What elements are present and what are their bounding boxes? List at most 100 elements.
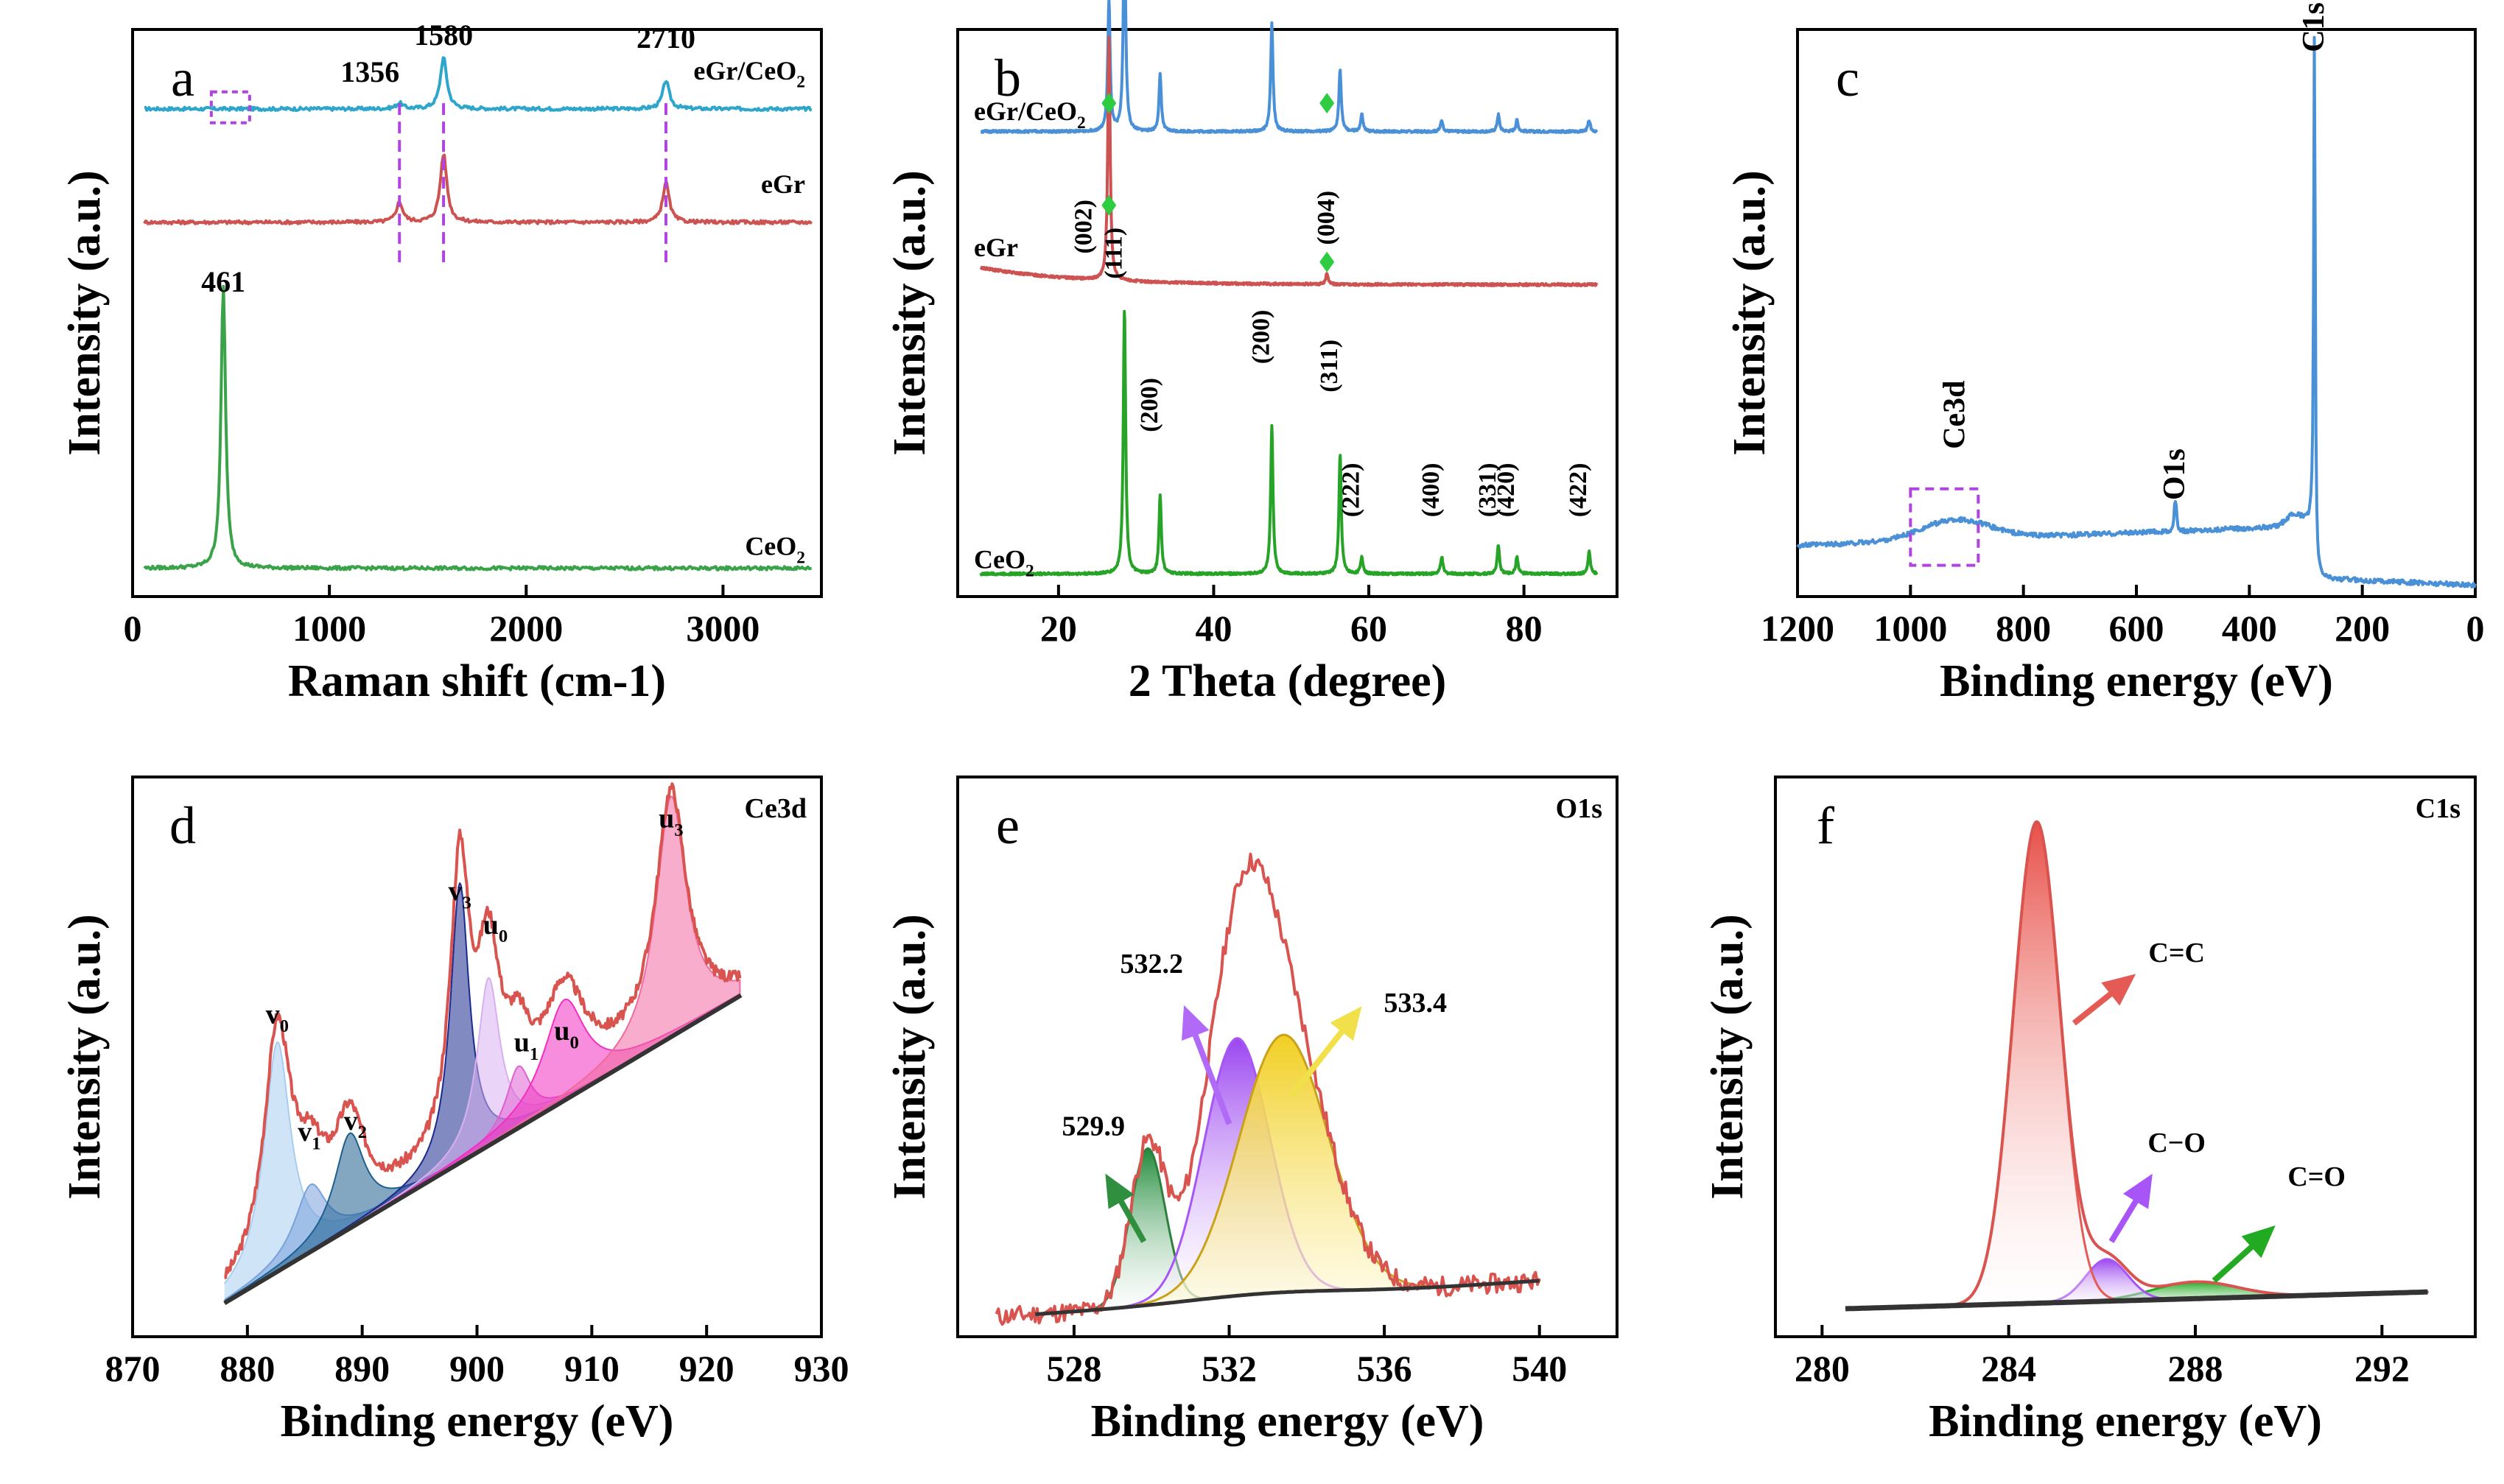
- arrow-head: [2122, 1173, 2153, 1209]
- plot-frame: [131, 28, 823, 598]
- plot-frame: [956, 28, 1619, 598]
- x-tick-label: 870: [105, 1348, 161, 1389]
- highlight-box: [209, 90, 251, 124]
- series-ceo2: [979, 309, 1599, 577]
- series-label: eGr: [974, 233, 1018, 262]
- x-tick-label: 0: [124, 608, 142, 649]
- x-tick-label: 400: [2222, 608, 2277, 649]
- egr-marker: [1101, 93, 1117, 114]
- panel-e: e 528 532 536 540 Binding energy (eV) Intensit…: [885, 776, 1619, 1446]
- x-axis-label: Binding energy (eV): [281, 1396, 674, 1446]
- x-tick-label: 280: [1795, 1348, 1850, 1389]
- x-axis-label: Binding energy (eV): [1940, 656, 2333, 706]
- panel-d: d 870 880 890 900 910 920 930 Binding energy (eV…: [60, 776, 849, 1446]
- envelope: [1845, 820, 2428, 1310]
- reflection-label: (222): [1338, 463, 1365, 518]
- envelope: [224, 782, 742, 1280]
- peak-label: v0: [266, 999, 289, 1035]
- peak-label: C1s: [2297, 2, 2331, 52]
- plot-frame: [1796, 28, 2477, 598]
- x-tick-label: 920: [679, 1348, 734, 1389]
- reflection-label: (200): [1136, 378, 1163, 432]
- reflection-label: (200): [1247, 310, 1274, 365]
- series-label: eGr/CeO2: [974, 96, 1086, 133]
- peak-label: C=C: [2148, 938, 2205, 968]
- peak-label: 532.2: [1120, 949, 1183, 980]
- x-tick-label: 930: [794, 1348, 849, 1389]
- background-line: [1844, 1289, 2429, 1312]
- series-label: CeO2: [974, 545, 1034, 581]
- panel-c: c 1200 1000 800 600 400 200 0 Binding energy (eV…: [1725, 2, 2485, 706]
- series-egr-ceo2: [144, 56, 813, 113]
- x-tick-label: 528: [1046, 1348, 1101, 1389]
- region-label: O1s: [1556, 793, 1602, 824]
- region-label: C1s: [2416, 793, 2461, 824]
- reflection-label: (420): [1493, 463, 1520, 518]
- series-egr: [979, 35, 1599, 287]
- reflection-label: (111): [1100, 228, 1127, 279]
- series-egr: [143, 153, 813, 225]
- y-axis-label: Intensity (a.u.): [60, 170, 110, 456]
- peak-label: Ce3d: [1938, 380, 1972, 449]
- panel-letter: c: [1836, 49, 1859, 108]
- x-tick-label: 1000: [292, 608, 366, 649]
- x-tick-label: 880: [220, 1348, 275, 1389]
- x-tick-label: 890: [334, 1348, 390, 1389]
- peak-label: v1: [298, 1116, 320, 1153]
- region-label: Ce3d: [745, 793, 807, 824]
- arrow-head: [1330, 1006, 1362, 1041]
- x-axis-label: Binding energy (eV): [1091, 1396, 1484, 1446]
- reflection-label: (331): [1474, 463, 1501, 518]
- peak-label: u3: [659, 803, 683, 840]
- x-tick-label: 0: [2466, 608, 2485, 649]
- x-tick-label: 532: [1202, 1348, 1257, 1389]
- peak-label: 533.4: [1383, 988, 1447, 1019]
- highlight-box: [1909, 487, 1980, 567]
- panel-b: b 20 40 60 80 2 Theta (degree) Intensity (a.u.…: [885, 0, 1619, 706]
- x-tick-label: 1200: [1761, 608, 1834, 649]
- envelope: [995, 852, 1541, 1326]
- arrow-head: [1182, 1005, 1210, 1041]
- x-tick-label: 288: [2168, 1348, 2223, 1389]
- x-tick-label: 2000: [489, 608, 563, 649]
- plot-frame: [956, 776, 1619, 1338]
- reflection-label: (004): [1313, 191, 1340, 245]
- x-tick-label: 540: [1512, 1348, 1567, 1389]
- series-egr-ceo2: [980, 0, 1599, 134]
- x-tick-label: 600: [2109, 608, 2164, 649]
- peak-label: u0: [554, 1016, 578, 1052]
- x-tick-label: 40: [1195, 608, 1232, 649]
- reflection-label: (400): [1417, 463, 1445, 518]
- series-label: eGr: [761, 169, 805, 199]
- fit-peak-533.4: [1035, 1033, 1541, 1315]
- y-axis-label: Intensity (a.u.): [885, 170, 935, 456]
- x-axis-label: Binding energy (eV): [1929, 1396, 2322, 1446]
- x-tick-label: 80: [1506, 608, 1543, 649]
- panel-letter: f: [1817, 796, 1834, 855]
- peak-label: v3: [448, 876, 471, 912]
- peak-label: 1356: [340, 55, 399, 88]
- panel-a: a 0 1000 2000 3000 Raman shift (cm-1) Intensit…: [60, 18, 823, 706]
- background-line: [223, 993, 743, 1305]
- peak-label: u0: [483, 910, 508, 946]
- peak-label: 529.9: [1062, 1111, 1126, 1142]
- x-tick-label: 900: [449, 1348, 505, 1389]
- egr-marker: [1319, 93, 1335, 114]
- egr-marker: [1319, 251, 1335, 272]
- x-tick-label: 60: [1350, 608, 1387, 649]
- reflection-label: (422): [1565, 463, 1592, 518]
- series-ceo2: [143, 284, 812, 572]
- x-tick-label: 20: [1040, 608, 1077, 649]
- x-tick-label: 3000: [686, 608, 760, 649]
- x-tick-label: 536: [1357, 1348, 1412, 1389]
- x-axis-label: Raman shift (cm-1): [288, 656, 666, 706]
- peak-label: v2: [344, 1105, 367, 1142]
- x-tick-label: 284: [1981, 1348, 2036, 1389]
- y-axis-label: Intensity (a.u.): [1702, 914, 1753, 1200]
- panel-f: f 280 284 288 292 Binding energy (eV) Intensit…: [1702, 776, 2477, 1446]
- panel-letter: a: [171, 49, 194, 108]
- arrow-head: [2101, 974, 2136, 1006]
- x-tick-label: 1000: [1873, 608, 1947, 649]
- series-survey: [1796, 35, 2477, 588]
